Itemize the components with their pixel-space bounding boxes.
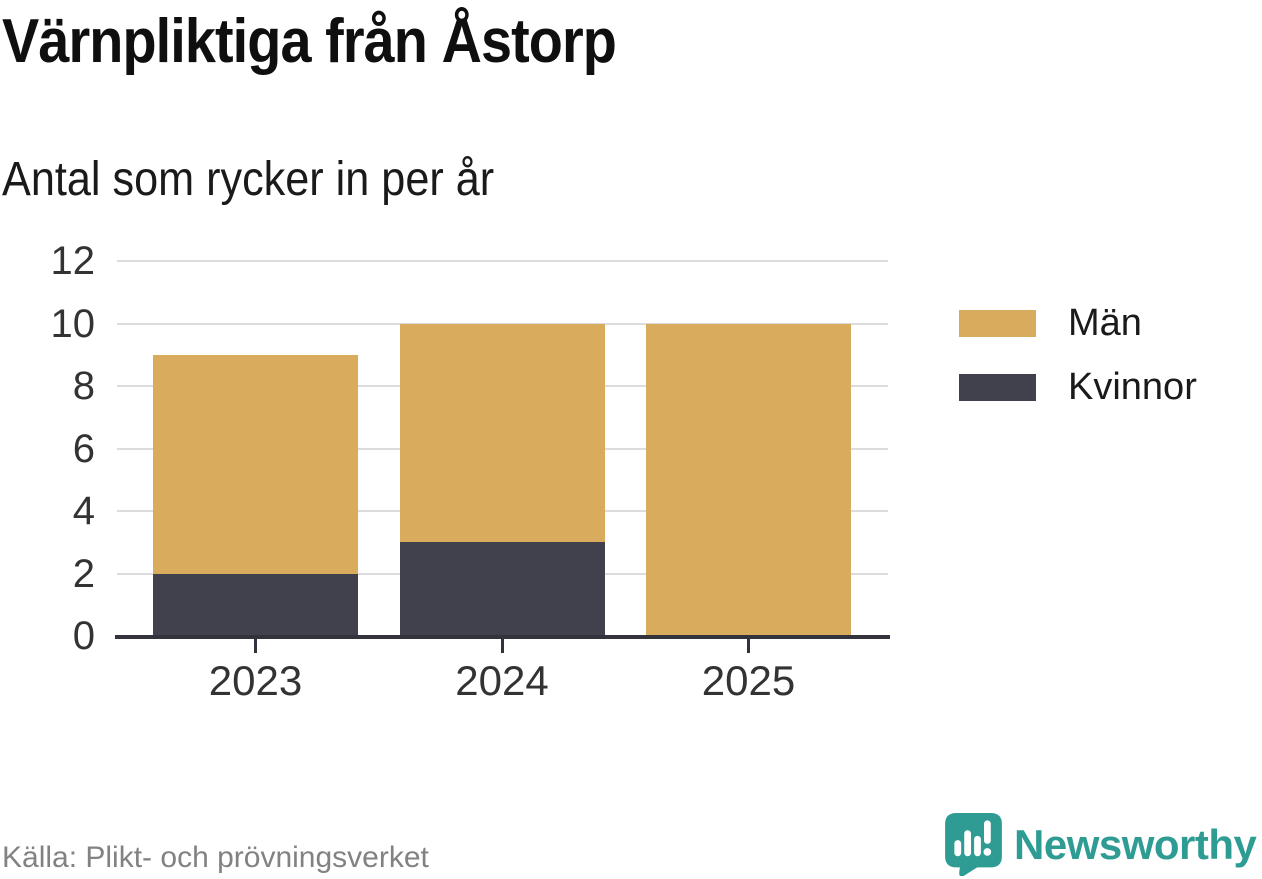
bar-segment-män-2025 [646, 323, 851, 636]
y-axis-tick-label: 8 [72, 364, 95, 408]
legend-label: Kvinnor [1068, 366, 1197, 408]
x-axis-category-label: 2025 [701, 657, 796, 704]
bar-segment-män-2024 [399, 323, 605, 543]
x-axis-category-label: 2023 [208, 657, 303, 704]
legend-item-kvinnor: Kvinnor [959, 368, 1197, 406]
brand-footer: Newsworthy [945, 813, 1257, 876]
legend-label: Män [1068, 302, 1142, 344]
x-axis-tick-2024 [500, 639, 504, 653]
x-axis-line [115, 635, 890, 639]
legend: Män Kvinnor [959, 304, 1197, 432]
chart-subtitle: Antal som rycker in per år [2, 153, 495, 206]
x-axis-tick-2025 [747, 639, 750, 653]
y-axis-tick-label: 12 [50, 239, 96, 283]
chart-title: Värnpliktiga från Åstorp [2, 7, 617, 76]
brand-name: Newsworthy [1014, 820, 1257, 868]
y-axis-tick-label: 4 [72, 489, 95, 533]
legend-item-män: Män [959, 304, 1197, 342]
source-caption: Källa: Plikt- och prövningsverket [2, 841, 429, 874]
legend-swatch-män [959, 309, 1036, 337]
bar-segment-kvinnor-2023 [153, 573, 358, 636]
x-axis-tick-2023 [254, 639, 257, 653]
y-axis-tick-label: 10 [50, 301, 96, 346]
legend-swatch-kvinnor [959, 373, 1036, 401]
x-axis-category-label: 2024 [455, 657, 549, 704]
bar-segment-män-2023 [153, 354, 358, 574]
y-axis-tick-label: 6 [72, 426, 95, 471]
y-axis-tick-label: 0 [72, 614, 95, 658]
gridline-12 [117, 260, 888, 262]
bar-segment-kvinnor-2024 [399, 542, 605, 636]
y-axis-tick-label: 2 [72, 551, 95, 596]
newsworthy-chart-bubble-icon [945, 813, 1002, 876]
